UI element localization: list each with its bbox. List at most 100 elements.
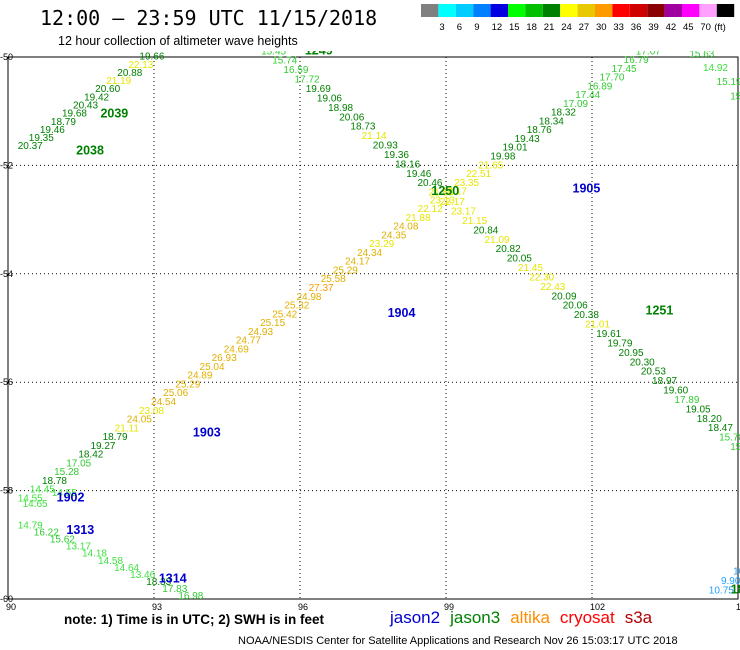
- wave-height-value: 17.07: [636, 46, 661, 57]
- scale-label: 27: [579, 22, 590, 33]
- wave-height-value: 21.09: [484, 235, 509, 246]
- wave-height-value: 18.78: [42, 476, 67, 487]
- wave-height-value: 14.55: [18, 493, 43, 504]
- scale-swatch: [455, 4, 474, 17]
- wave-height-value: 18.47: [708, 423, 733, 434]
- scale-swatch: [629, 4, 648, 17]
- scale-swatch: [490, 4, 508, 17]
- wave-height-value: 24.98: [296, 292, 321, 303]
- pass-number-label: 1249: [305, 43, 333, 57]
- wave-height-value: 17.83: [162, 584, 187, 595]
- scale-label: 70: [700, 22, 711, 33]
- pass-number-label: 18: [731, 583, 740, 597]
- wave-height-value: 15.62: [50, 535, 75, 546]
- scale-swatch: [716, 4, 735, 17]
- satellite-legend: jason2 jason3 altika cryosat s3a: [390, 608, 662, 628]
- wave-height-value: 21.15: [462, 216, 487, 227]
- wave-height-value: 15.19: [717, 77, 740, 88]
- wave-height-value: 25.32: [284, 301, 309, 312]
- wave-height-value: 24.17: [345, 257, 370, 268]
- wave-height-value: 18.98: [328, 103, 353, 114]
- wave-height-value: 15.45: [261, 46, 286, 57]
- wave-height-value: 16.79: [624, 55, 649, 66]
- y-tick-label: -50: [0, 52, 13, 62]
- wave-height-value: 18.34: [539, 116, 564, 127]
- scale-swatch: [664, 4, 682, 17]
- wave-height-value: 19.46: [40, 125, 65, 136]
- scale-unit: (ft): [714, 22, 726, 33]
- wave-height-value: 17.44: [575, 90, 600, 101]
- y-tick-label: -58: [0, 486, 13, 496]
- wave-height-value: 19.60: [663, 386, 688, 397]
- wave-height-value: 25.29: [175, 379, 200, 390]
- y-tick-label: -56: [0, 377, 13, 387]
- wave-height-value: 20.82: [496, 244, 521, 255]
- wave-height-value: 24.69: [224, 344, 249, 355]
- wave-height-value: 22.12: [418, 204, 443, 215]
- wave-height-value: 20.43: [73, 100, 98, 111]
- scale-swatch: [438, 4, 456, 17]
- wave-height-value: 25.42: [272, 309, 297, 320]
- wave-height-value: 14.45: [30, 485, 55, 496]
- scale-label: 21: [544, 22, 555, 33]
- wave-height-value: 18.20: [697, 414, 722, 425]
- wave-height-value: 20.88: [117, 68, 142, 79]
- wave-height-value: 24.08: [393, 222, 418, 233]
- wave-height-value: 20.09: [552, 291, 577, 302]
- scale-swatch: [421, 4, 439, 17]
- wave-height-value: 13.17: [66, 542, 91, 553]
- wave-height-value: 21.86: [429, 188, 454, 199]
- scale-label: 36: [631, 22, 642, 33]
- scale-label: 45: [683, 22, 694, 33]
- wave-height-value: 24.89: [187, 371, 212, 382]
- color-scale: 3 6 9 12 15 18 21 24 27 30 33 36 39 42 45 70 (ft): [421, 4, 735, 33]
- wave-height-value: 21.88: [406, 213, 431, 224]
- scale-label: 39: [648, 22, 659, 33]
- legend-s3a: s3a: [624, 608, 653, 627]
- wave-height-value: 19.35: [29, 133, 54, 144]
- scale-swatch: [647, 4, 665, 17]
- wave-height-value: 19.43: [515, 134, 540, 145]
- scale-label: 15: [509, 22, 520, 33]
- wave-height-value: 20.93: [373, 141, 398, 152]
- wave-height-value: 19.61: [596, 329, 621, 340]
- scale-label: 24: [561, 22, 572, 33]
- wave-height-value: 19.05: [686, 404, 711, 415]
- scale-label: 42: [666, 22, 677, 33]
- wave-height-value: 16.98: [178, 591, 203, 602]
- wave-height-value: 20.84: [473, 225, 498, 236]
- wave-height-value: 20.60: [95, 84, 120, 95]
- wave-height-value: 17.45: [612, 64, 637, 75]
- wave-height-value: 15.63: [689, 49, 714, 60]
- wave-height-value: 20.06: [339, 112, 364, 123]
- track-layer: 15.4515.7416.5917.7219.6919.0618.9820.06…: [18, 43, 740, 602]
- wave-height-value: 22.13: [128, 60, 153, 71]
- wave-height-value: 10.83: [733, 567, 740, 578]
- wave-height-value: 20.05: [507, 254, 532, 265]
- wave-height-value: 15.37: [730, 442, 740, 453]
- scale-swatch: [577, 4, 595, 17]
- wave-height-value: 18.76: [527, 125, 552, 136]
- wave-height-value: 19.06: [317, 93, 342, 104]
- wave-height-value: 24.93: [248, 327, 273, 338]
- wave-height-value: 20.95: [619, 348, 644, 359]
- wave-height-value: 14.92: [703, 63, 728, 74]
- wave-height-value: 19.69: [306, 84, 331, 95]
- wave-height-value: 22.51: [466, 169, 491, 180]
- pass-number-label: 1313: [66, 523, 94, 537]
- wave-height-value: 23.13: [430, 195, 455, 206]
- wave-height-value: 19.79: [607, 338, 632, 349]
- wave-height-value: 19.66: [139, 52, 164, 63]
- wave-height-value: 16.22: [34, 528, 59, 539]
- wave-height-value: 24.54: [151, 397, 176, 408]
- pass-number-label: 2039: [100, 107, 128, 121]
- scale-label: 6: [457, 22, 462, 33]
- wave-height-value: 19.98: [490, 152, 515, 163]
- wave-height-value: 22.30: [529, 272, 554, 283]
- note-text: note: 1) Time is in UTC; 2) SWH is in fe…: [64, 612, 325, 627]
- x-tick-label: 105: [736, 602, 740, 610]
- wave-height-value: 24.35: [381, 230, 406, 241]
- wave-height-value: 18.42: [78, 450, 103, 461]
- pass-number-label: 2038: [76, 144, 104, 158]
- pass-number-label: 1902: [57, 490, 85, 504]
